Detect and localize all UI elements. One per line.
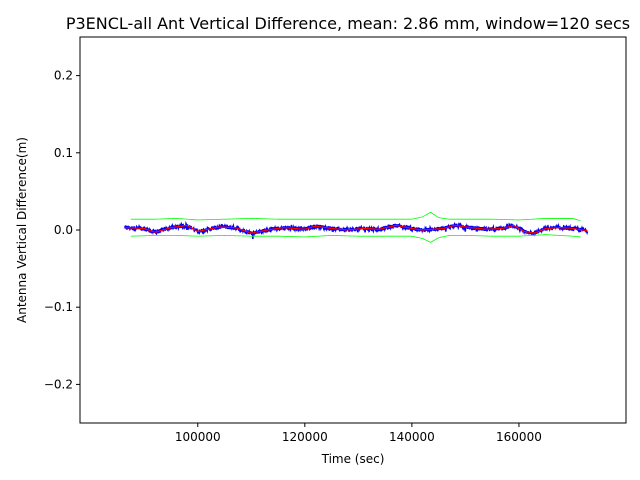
x-tick-label: 100000 [175, 430, 221, 444]
x-axis: 100000 120000 140000 160000 [175, 423, 542, 444]
series-layer [124, 211, 589, 243]
x-tick-label: 140000 [389, 430, 435, 444]
x-tick-label: 160000 [496, 430, 542, 444]
series-running-mean [124, 224, 588, 234]
series-raw [124, 220, 589, 240]
x-tick-label: 120000 [282, 430, 328, 444]
y-tick-label: −0.1 [44, 300, 73, 314]
y-tick-label: 0.0 [54, 223, 73, 237]
chart-title: P3ENCL-all Ant Vertical Difference, mean… [66, 14, 630, 33]
y-tick-label: −0.2 [44, 377, 73, 391]
series-lower-envelope [130, 234, 581, 243]
y-tick-label: 0.2 [54, 69, 73, 83]
y-axis: −0.2 −0.1 0.0 0.1 0.2 [44, 69, 80, 391]
series-upper-envelope [130, 211, 581, 222]
y-tick-label: 0.1 [54, 146, 73, 160]
x-axis-label: Time (sec) [321, 452, 385, 466]
y-axis-label: Antenna Vertical Difference(m) [15, 137, 29, 323]
